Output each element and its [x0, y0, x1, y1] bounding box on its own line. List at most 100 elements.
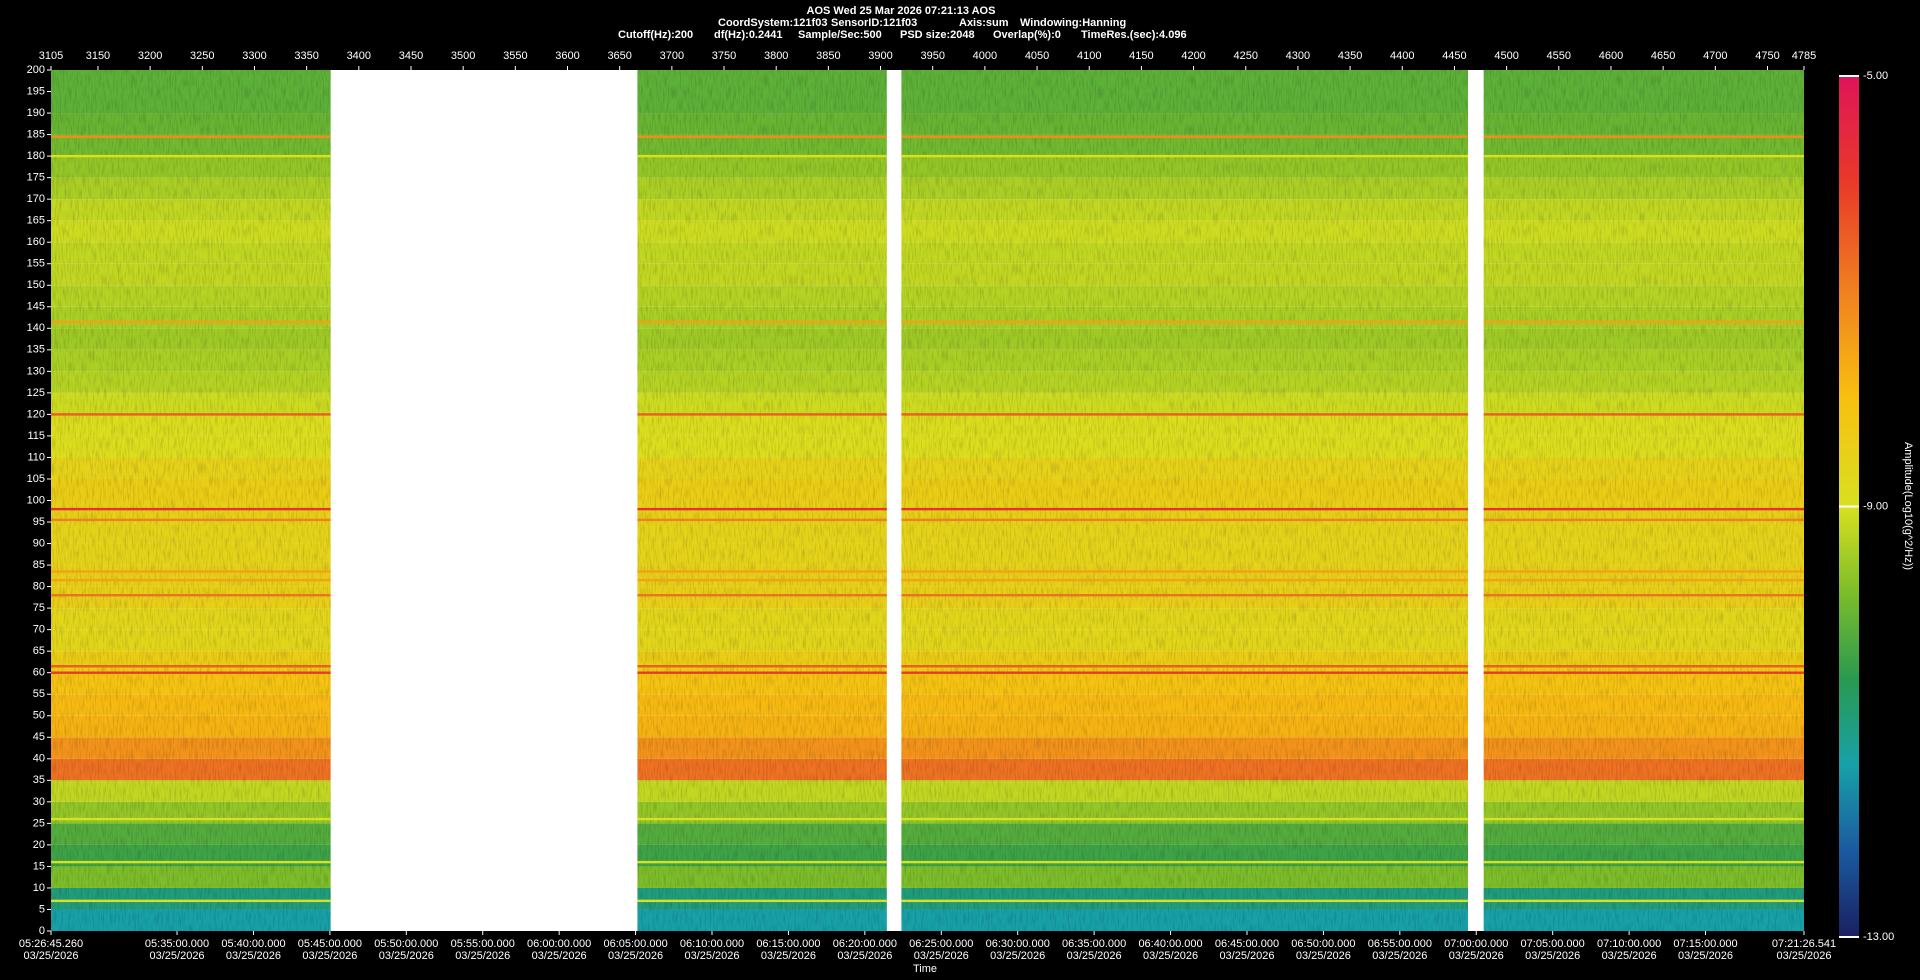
colorbar-tick-label: -9.00 — [1863, 500, 1888, 512]
time-tick-label: 06:50:00.000 — [1291, 938, 1355, 950]
tonal-line — [51, 665, 1804, 668]
x-tick-label: 4350 — [1338, 50, 1362, 62]
y-tick-label: 30 — [33, 796, 45, 808]
x-tick-label: 4750 — [1755, 50, 1779, 62]
time-tick-date: 03/25/2026 — [23, 950, 78, 962]
noise-texture — [51, 70, 1804, 931]
header-info: Axis:sum — [959, 17, 1009, 29]
y-tick-label: 80 — [33, 581, 45, 593]
y-tick-label: 45 — [33, 731, 45, 743]
time-tick-label: 07:05:00.000 — [1521, 938, 1585, 950]
time-tick-label: 07:00:00.000 — [1444, 938, 1508, 950]
time-tick-date: 03/25/2026 — [150, 950, 205, 962]
colorbar-label: Amplitude(Log10(g^2/Hz)) — [1902, 442, 1914, 570]
time-tick-label: 06:25:00.000 — [909, 938, 973, 950]
time-tick-label: 05:45:00.000 — [298, 938, 362, 950]
y-tick-label: 35 — [33, 774, 45, 786]
header-info: TimeRes.(sec):4.096 — [1081, 29, 1187, 41]
y-tick-label: 120 — [27, 408, 45, 420]
x-tick-label: 4150 — [1129, 50, 1153, 62]
y-tick-label: 60 — [33, 667, 45, 679]
time-tick-date: 03/25/2026 — [684, 950, 739, 962]
y-tick-label: 100 — [27, 494, 45, 506]
time-tick-date: 03/25/2026 — [1143, 950, 1198, 962]
time-tick-date: 03/25/2026 — [379, 950, 434, 962]
y-tick-label: 20 — [33, 839, 45, 851]
y-tick-label: 190 — [27, 107, 45, 119]
time-tick-label: 05:40:00.000 — [221, 938, 285, 950]
time-tick-label: 06:35:00.000 — [1062, 938, 1126, 950]
time-tick-date: 03/25/2026 — [1525, 950, 1580, 962]
chart-title: AOS Wed 25 Mar 2026 07:21:13 AOS — [807, 5, 996, 17]
x-tick-label: 3105 — [39, 50, 63, 62]
y-tick-label: 40 — [33, 753, 45, 765]
x-tick-label: 3950 — [920, 50, 944, 62]
y-tick-label: 0 — [39, 925, 45, 937]
x-tick-label: 4600 — [1599, 50, 1623, 62]
time-tick-label: 06:10:00.000 — [680, 938, 744, 950]
y-tick-label: 15 — [33, 860, 45, 872]
x-tick-label: 4000 — [973, 50, 997, 62]
time-tick-label: 07:10:00.000 — [1597, 938, 1661, 950]
y-tick-label: 125 — [27, 387, 45, 399]
y-tick-label: 130 — [27, 365, 45, 377]
x-tick-label: 3500 — [451, 50, 475, 62]
y-tick-label: 150 — [27, 279, 45, 291]
x-tick-label: 4050 — [1025, 50, 1049, 62]
time-tick-date: 03/25/2026 — [1067, 950, 1122, 962]
colorbar-tick-label: -13.00 — [1863, 931, 1894, 943]
time-tick-label: 06:20:00.000 — [833, 938, 897, 950]
x-tick-label: 3150 — [86, 50, 110, 62]
time-tick-label: 05:50:00.000 — [374, 938, 438, 950]
time-tick-label: 06:45:00.000 — [1215, 938, 1279, 950]
x-tick-label: 4785 — [1792, 50, 1816, 62]
time-tick-label: 06:15:00.000 — [756, 938, 820, 950]
y-tick-label: 70 — [33, 624, 45, 636]
y-tick-label: 75 — [33, 602, 45, 614]
y-tick-label: 115 — [27, 430, 45, 442]
y-tick-label: 55 — [33, 688, 45, 700]
time-tick-label: 05:26:45.260 — [19, 938, 83, 950]
time-tick-date: 03/25/2026 — [1776, 950, 1831, 962]
time-tick-label: 06:00:00.000 — [527, 938, 591, 950]
x-tick-label: 3900 — [868, 50, 892, 62]
x-tick-label: 4100 — [1077, 50, 1101, 62]
header-info: PSD size:2048 — [900, 29, 975, 41]
y-tick-label: 50 — [33, 710, 45, 722]
header-info: Windowing:Hanning — [1020, 17, 1126, 29]
header-info: SensorID:121f03 — [831, 17, 917, 29]
x-tick-label: 3600 — [555, 50, 579, 62]
y-tick-label: 140 — [27, 322, 45, 334]
time-tick-label: 06:55:00.000 — [1368, 938, 1432, 950]
x-tick-label: 4400 — [1390, 50, 1414, 62]
tonal-line — [51, 594, 1804, 597]
x-tick-label: 4500 — [1494, 50, 1518, 62]
x-tick-label: 4650 — [1651, 50, 1675, 62]
time-tick-date: 03/25/2026 — [914, 950, 969, 962]
x-tick-label: 3650 — [607, 50, 631, 62]
x-tick-label: 3850 — [816, 50, 840, 62]
time-tick-date: 03/25/2026 — [226, 950, 281, 962]
tonal-line — [51, 860, 1804, 864]
x-tick-label: 3200 — [138, 50, 162, 62]
x-tick-label: 4700 — [1703, 50, 1727, 62]
y-tick-label: 135 — [27, 344, 45, 356]
tonal-line — [51, 817, 1804, 821]
y-tick-label: 110 — [27, 451, 45, 463]
y-tick-label: 10 — [33, 882, 45, 894]
time-tick-date: 03/25/2026 — [1219, 950, 1274, 962]
header-info: Cutoff(Hz):200 — [618, 29, 693, 41]
tonal-line — [51, 570, 1804, 573]
y-tick-label: 5 — [39, 903, 45, 915]
time-tick-date: 03/25/2026 — [1678, 950, 1733, 962]
y-tick-label: 180 — [27, 150, 45, 162]
tonal-line — [51, 518, 1804, 522]
x-tick-label: 3350 — [294, 50, 318, 62]
time-tick-date: 03/25/2026 — [455, 950, 510, 962]
x-tick-label: 3250 — [190, 50, 214, 62]
header-info: Overlap(%):0 — [993, 29, 1061, 41]
y-tick-label: 145 — [27, 301, 45, 313]
x-tick-label: 4450 — [1442, 50, 1466, 62]
x-tick-label: 3800 — [764, 50, 788, 62]
